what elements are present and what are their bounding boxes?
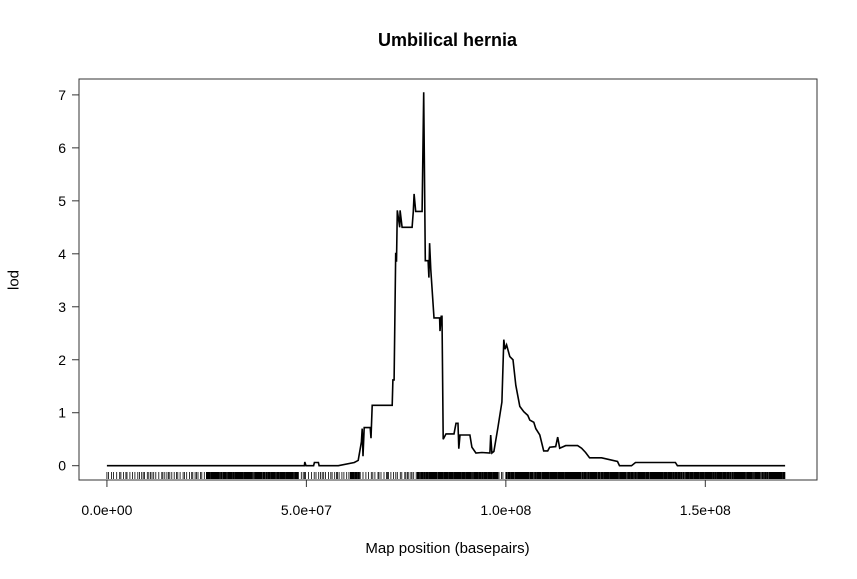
plot-frame: [78, 78, 818, 481]
x-tick-label: 0.0e+00: [81, 502, 132, 518]
marker-ticks: [106, 472, 786, 479]
y-axis: 0 1 2 3 4 5 6 7: [58, 87, 80, 474]
y-axis-label: lod: [5, 269, 23, 291]
x-axis-label: Map position (basepairs): [365, 540, 530, 557]
y-tick-label: 4: [58, 246, 66, 262]
marker-rug: [106, 472, 786, 479]
y-tick-label: 1: [58, 405, 66, 421]
y-tick-label: 7: [58, 87, 66, 103]
y-tick-label: 6: [58, 140, 66, 156]
x-tick-label: 5.0e+07: [281, 502, 332, 518]
chart-title: Umbilical hernia: [377, 30, 518, 50]
y-tick-label: 5: [58, 193, 66, 209]
x-tick-label: 1.0e+08: [480, 502, 531, 518]
y-tick-label: 0: [58, 458, 66, 474]
lod-curve: [106, 92, 786, 467]
x-tick-label: 1.5e+08: [680, 502, 731, 518]
y-tick-label: 3: [58, 299, 66, 315]
x-axis: 0.0e+00 5.0e+07 1.0e+08 1.5e+08: [81, 479, 731, 518]
y-tick-label: 2: [58, 352, 66, 368]
